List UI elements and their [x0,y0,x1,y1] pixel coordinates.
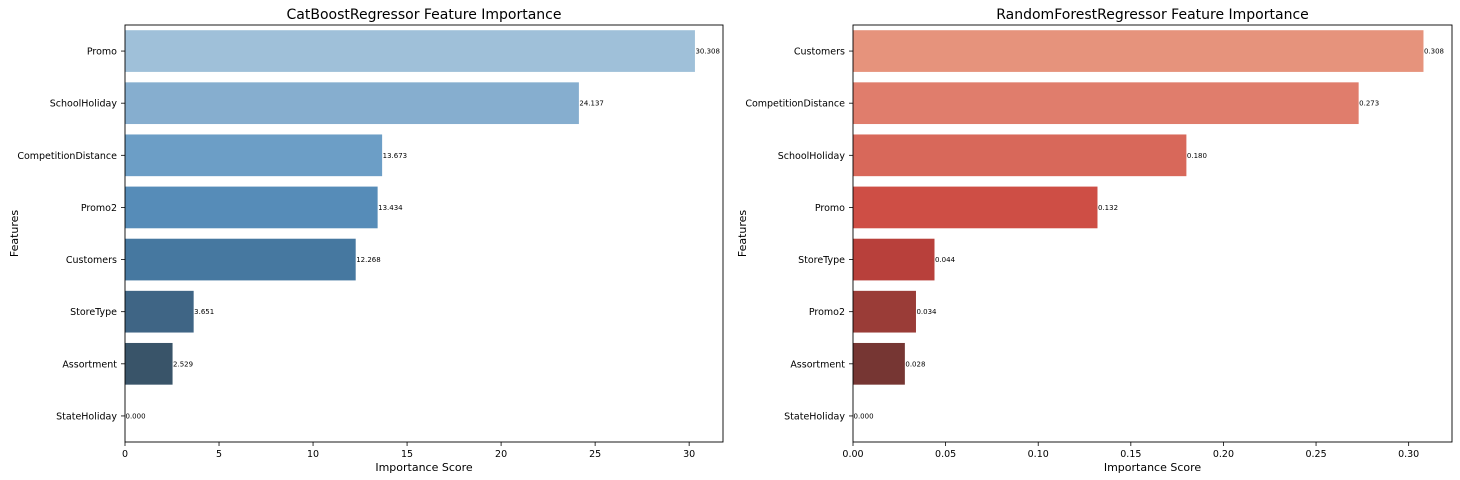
catboost-category-label: SchoolHoliday [50,99,118,110]
randomforest-bar [853,238,935,281]
catboost-category-label: Customers [66,255,117,266]
randomforest-data-label: 0.034 [916,308,937,316]
randomforest-category-label: Promo2 [809,307,845,318]
randomforest-chart: 0.3080.2730.1800.1320.0440.0340.0280.000… [736,7,1453,474]
randomforest-axes-frame [852,24,1453,443]
catboost-data-label: 13.673 [383,152,408,160]
catboost-xtick-label: 0 [122,449,128,460]
randomforest-category-label: Promo [815,203,845,214]
randomforest-data-label: 0.273 [1359,100,1379,108]
randomforest-xtick-label: 0.05 [935,449,956,460]
randomforest-bar [853,186,1098,229]
randomforest-data-label: 0.044 [935,256,956,264]
randomforest-category-label: CompetitionDistance [745,99,845,110]
catboost-bar [125,30,695,72]
catboost-chart-title: CatBoostRegressor Feature Importance [287,7,562,23]
catboost-bar [125,342,173,385]
randomforest-category-label: StateHoliday [784,411,845,422]
randomforest-xtick-label: 0.25 [1305,449,1326,460]
randomforest-data-label: 0.132 [1098,204,1118,212]
randomforest-category-label: Customers [794,47,845,58]
catboost-xtick-label: 10 [307,449,319,460]
randomforest-data-label: 0.028 [905,360,925,368]
catboost-data-label: 12.268 [356,256,381,264]
catboost-axes-frame [124,24,724,443]
randomforest-xtick-label: 0.20 [1213,449,1234,460]
catboost-bar [125,238,356,281]
randomforest-xtick-label: 0.15 [1120,449,1141,460]
randomforest-category-label: SchoolHoliday [778,151,846,162]
catboost-data-label: 30.308 [695,48,720,56]
catboost-xtick-label: 5 [216,449,222,460]
randomforest-data-label: 0.180 [1187,152,1207,160]
catboost-category-label: Promo [87,47,117,58]
catboost-category-label: CompetitionDistance [17,151,117,162]
catboost-category-label: StateHoliday [56,411,117,422]
catboost-xaxis-label: Importance Score [375,461,473,474]
catboost-xtick-label: 20 [495,449,507,460]
randomforest-bar [853,342,905,385]
catboost-data-label: 24.137 [579,100,604,108]
catboost-data-label: 13.434 [378,204,403,212]
randomforest-xaxis-label: Importance Score [1104,461,1202,474]
randomforest-bar [853,30,1424,72]
catboost-bar [125,82,579,125]
randomforest-xtick-label: 0.10 [1028,449,1049,460]
catboost-xtick-label: 30 [683,449,695,460]
catboost-data-label: 3.651 [194,308,214,316]
catboost-category-label: Assortment [62,359,117,370]
catboost-category-label: Promo2 [81,203,117,214]
catboost-yaxis-label: Features [8,210,21,258]
catboost-data-label: 2.529 [173,360,193,368]
randomforest-bar [853,290,916,333]
randomforest-bar [853,82,1359,125]
catboost-bar [125,134,383,177]
randomforest-xtick-label: 0.30 [1398,449,1419,460]
catboost-chart: 30.308 24.137 13.673 13.434 12.268 3.651 2.529… [8,7,724,474]
randomforest-data-label: 0.308 [1424,48,1444,56]
catboost-bar [125,186,378,229]
randomforest-data-label: 0.000 [854,412,874,420]
catboost-xtick-label: 25 [589,449,601,460]
randomforest-category-label: StoreType [798,255,845,266]
randomforest-xtick-label: 0.00 [842,449,863,460]
catboost-bar [125,290,194,333]
catboost-data-label: 0.000 [126,412,146,420]
randomforest-category-label: Assortment [790,359,845,370]
catboost-category-label: StoreType [70,307,117,318]
randomforest-bar [853,134,1187,177]
catboost-xtick-label: 15 [401,449,413,460]
randomforest-yaxis-label: Features [736,210,749,258]
randomforest-chart-title: RandomForestRegressor Feature Importance [996,7,1309,23]
